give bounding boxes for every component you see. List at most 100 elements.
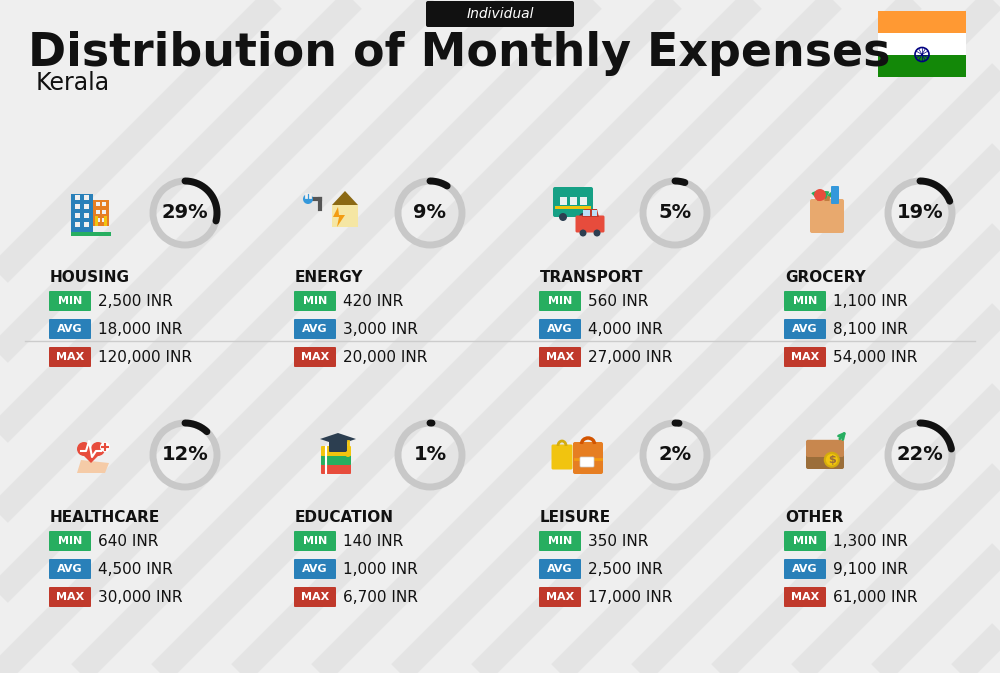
Circle shape (580, 229, 586, 236)
FancyBboxPatch shape (96, 202, 100, 206)
FancyBboxPatch shape (75, 213, 80, 218)
Circle shape (814, 189, 826, 201)
Text: 140 INR: 140 INR (343, 534, 403, 548)
FancyBboxPatch shape (95, 215, 98, 226)
Text: 120,000 INR: 120,000 INR (98, 349, 192, 365)
Text: 560 INR: 560 INR (588, 293, 648, 308)
Text: AVG: AVG (57, 564, 83, 574)
FancyBboxPatch shape (96, 210, 100, 214)
FancyBboxPatch shape (294, 587, 336, 607)
Text: AVG: AVG (792, 324, 818, 334)
FancyBboxPatch shape (84, 204, 89, 209)
Text: MAX: MAX (791, 352, 819, 362)
Text: 8,100 INR: 8,100 INR (833, 322, 908, 336)
Circle shape (100, 442, 110, 452)
Circle shape (345, 451, 351, 457)
FancyBboxPatch shape (49, 347, 91, 367)
Circle shape (579, 213, 587, 221)
Wedge shape (811, 191, 823, 199)
Text: 1,300 INR: 1,300 INR (833, 534, 908, 548)
Text: 1,000 INR: 1,000 INR (343, 561, 418, 577)
Circle shape (77, 442, 91, 456)
Text: 1%: 1% (413, 446, 447, 464)
Text: 27,000 INR: 27,000 INR (588, 349, 672, 365)
Text: 54,000 INR: 54,000 INR (833, 349, 917, 365)
FancyBboxPatch shape (539, 347, 581, 367)
FancyBboxPatch shape (806, 439, 844, 457)
FancyBboxPatch shape (552, 444, 572, 470)
FancyBboxPatch shape (321, 455, 351, 465)
Text: 2,500 INR: 2,500 INR (98, 293, 173, 308)
FancyBboxPatch shape (810, 199, 844, 233)
Text: MIN: MIN (303, 536, 327, 546)
Text: MAX: MAX (56, 592, 84, 602)
Text: MAX: MAX (546, 352, 574, 362)
Text: 17,000 INR: 17,000 INR (588, 590, 672, 604)
FancyBboxPatch shape (539, 559, 581, 579)
FancyBboxPatch shape (332, 205, 358, 227)
FancyBboxPatch shape (49, 587, 91, 607)
FancyBboxPatch shape (560, 197, 567, 205)
FancyBboxPatch shape (321, 446, 351, 456)
Text: GROCERY: GROCERY (785, 271, 866, 285)
FancyBboxPatch shape (555, 206, 591, 209)
FancyBboxPatch shape (784, 291, 826, 311)
FancyBboxPatch shape (294, 531, 336, 551)
FancyBboxPatch shape (539, 319, 581, 339)
Polygon shape (832, 187, 835, 196)
Text: MIN: MIN (793, 536, 817, 546)
FancyBboxPatch shape (329, 438, 347, 452)
Polygon shape (77, 460, 109, 473)
FancyBboxPatch shape (878, 33, 966, 55)
Polygon shape (77, 449, 105, 463)
FancyBboxPatch shape (539, 587, 581, 607)
Text: 61,000 INR: 61,000 INR (833, 590, 918, 604)
FancyBboxPatch shape (84, 213, 89, 218)
Text: 12%: 12% (162, 446, 208, 464)
Text: MAX: MAX (301, 592, 329, 602)
Text: AVG: AVG (302, 324, 328, 334)
FancyBboxPatch shape (93, 200, 109, 226)
FancyBboxPatch shape (878, 55, 966, 77)
Text: AVG: AVG (57, 324, 83, 334)
FancyBboxPatch shape (806, 441, 844, 469)
Text: 3,000 INR: 3,000 INR (343, 322, 418, 336)
Text: MIN: MIN (548, 296, 572, 306)
Text: AVG: AVG (792, 564, 818, 574)
Text: Individual: Individual (466, 7, 534, 21)
FancyBboxPatch shape (84, 195, 89, 200)
Text: 20,000 INR: 20,000 INR (343, 349, 427, 365)
Text: 30,000 INR: 30,000 INR (98, 590, 182, 604)
Polygon shape (332, 191, 358, 205)
FancyBboxPatch shape (102, 218, 106, 222)
Text: MAX: MAX (546, 592, 574, 602)
Wedge shape (828, 191, 836, 199)
FancyBboxPatch shape (784, 531, 826, 551)
Text: ENERGY: ENERGY (295, 271, 364, 285)
FancyBboxPatch shape (576, 215, 604, 232)
FancyBboxPatch shape (294, 291, 336, 311)
Text: AVG: AVG (547, 564, 573, 574)
Text: MIN: MIN (58, 296, 82, 306)
Text: MIN: MIN (303, 296, 327, 306)
FancyBboxPatch shape (102, 202, 106, 206)
FancyBboxPatch shape (539, 531, 581, 551)
Text: 18,000 INR: 18,000 INR (98, 322, 182, 336)
FancyBboxPatch shape (75, 195, 80, 200)
Circle shape (594, 229, 600, 236)
Text: MIN: MIN (58, 536, 82, 546)
FancyBboxPatch shape (878, 11, 966, 33)
FancyBboxPatch shape (49, 559, 91, 579)
Text: 4,500 INR: 4,500 INR (98, 561, 173, 577)
FancyBboxPatch shape (580, 197, 587, 205)
FancyBboxPatch shape (49, 319, 91, 339)
Wedge shape (819, 191, 829, 199)
Text: MIN: MIN (548, 536, 572, 546)
Circle shape (303, 194, 313, 204)
Text: 5%: 5% (658, 203, 692, 223)
Text: 4,000 INR: 4,000 INR (588, 322, 663, 336)
Text: HOUSING: HOUSING (50, 271, 130, 285)
Text: OTHER: OTHER (785, 511, 843, 526)
FancyBboxPatch shape (102, 210, 106, 214)
Polygon shape (320, 433, 356, 445)
